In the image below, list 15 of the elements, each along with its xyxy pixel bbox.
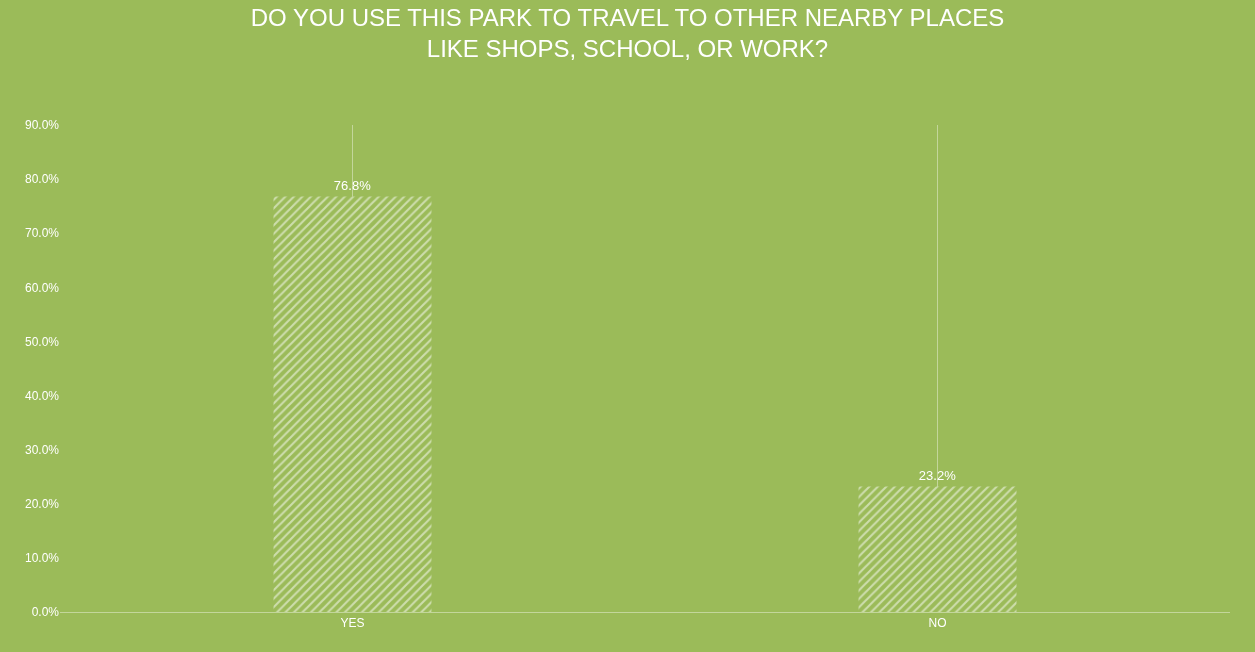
y-tick-label: 50.0%	[24, 334, 60, 349]
data-label: 76.8%	[333, 178, 372, 194]
y-tick-label: 20.0%	[24, 496, 60, 511]
y-tick-label: 60.0%	[24, 280, 60, 295]
data-label: 23.2%	[918, 468, 957, 484]
x-tick-label: YES	[340, 616, 365, 631]
chart-title: DO YOU USE THIS PARK TO TRAVEL TO OTHER NEARBY PLACES LIKE SHOPS, SCHOOL, OR WORK?	[250, 4, 1005, 63]
y-tick-label: 80.0%	[24, 172, 60, 187]
y-tick-label: 10.0%	[24, 551, 60, 566]
y-tick-label: 30.0%	[24, 442, 60, 457]
y-tick-label: 90.0%	[24, 118, 60, 133]
x-tick-label: NO	[928, 616, 947, 631]
y-tick-label: 70.0%	[24, 226, 60, 241]
y-tick-label: 40.0%	[24, 388, 60, 403]
y-tick-label: 0.0%	[31, 605, 60, 620]
